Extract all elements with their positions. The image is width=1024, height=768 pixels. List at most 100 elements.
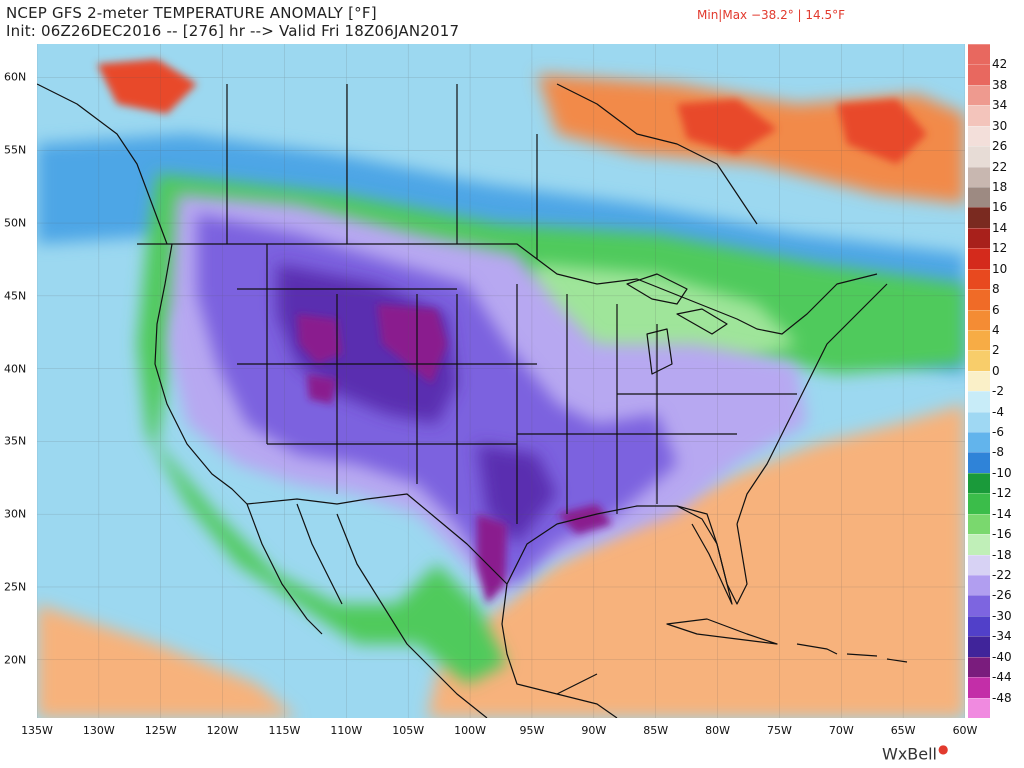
map-title: NCEP GFS 2-meter TEMPERATURE ANOMALY [°F… <box>6 4 377 22</box>
central-america <box>556 693 618 718</box>
colorbar-tick-label: 10 <box>992 261 1008 276</box>
colorbar-cell <box>968 64 990 85</box>
colorbar-cell <box>968 513 990 535</box>
colorbar-cell <box>968 656 990 678</box>
colorbar-tick-label: -18 <box>992 547 1012 562</box>
near-normal-green-band <box>137 174 965 684</box>
latitude-label: 60N <box>4 70 27 84</box>
longitude-label: 85W <box>643 724 669 737</box>
latitude-label: 50N <box>4 216 27 230</box>
colorbar-cell <box>968 268 990 290</box>
colorbar-legend <box>968 44 990 718</box>
colorbar-tick-label: 8 <box>992 282 1000 297</box>
latitude-label: 35N <box>4 434 27 448</box>
colorbar-tick-label: -12 <box>992 486 1012 501</box>
hot-canada-core <box>677 99 927 164</box>
brand-dot-icon: ● <box>938 742 949 756</box>
colorbar-tick-label: -14 <box>992 506 1012 521</box>
colorbar-cell <box>968 105 990 126</box>
colorbar-tick-label: -44 <box>992 670 1012 685</box>
longitude-label: 135W <box>21 724 53 737</box>
colorbar-cell <box>968 534 990 555</box>
cuba <box>666 618 778 645</box>
latitude-label: 45N <box>4 289 27 303</box>
colorbar-cell <box>968 350 990 371</box>
mexico-gulf-coast <box>501 583 598 695</box>
latitude-label: 55N <box>4 143 27 157</box>
colorbar-cell <box>968 166 990 187</box>
longitude-label: 110W <box>330 724 363 737</box>
colorbar-tick-label: -6 <box>992 425 1004 440</box>
longitude-label: 65W <box>890 724 916 737</box>
longitude-label: 120W <box>206 724 239 737</box>
longitude-label: 105W <box>392 724 425 737</box>
colorbar-tick-label: -22 <box>992 568 1012 583</box>
colorbar-tick-label: 6 <box>992 302 1000 317</box>
longitude-label: 100W <box>454 724 486 737</box>
colorbar-tick-label: -2 <box>992 384 1004 399</box>
warm-atlantic-gulf-region <box>427 404 965 718</box>
map-subtitle: Init: 06Z26DEC2016 -- [276] hr --> Valid… <box>6 22 460 40</box>
colorbar-cell <box>968 391 990 412</box>
longitude-label: 130W <box>82 724 115 737</box>
colorbar-cell <box>968 472 990 494</box>
colorbar-tick-label: 2 <box>992 343 1000 358</box>
colorbar-cell <box>968 289 990 310</box>
great-lakes <box>626 273 728 375</box>
warm-alaska-region <box>97 59 197 114</box>
atlantic-coast <box>736 283 888 525</box>
us-mexico-border <box>246 493 508 585</box>
extreme-cold-core <box>297 304 612 604</box>
colorbar-tick-label: 16 <box>992 200 1008 215</box>
longitude-label: 125W <box>144 724 177 737</box>
longitude-label: 60W <box>952 724 978 737</box>
colorbar-tick-label: 42 <box>992 57 1008 72</box>
latitude-label: 30N <box>4 507 27 521</box>
colorbar-tick-label: 38 <box>992 77 1008 92</box>
colorbar-cell <box>968 125 990 147</box>
colorbar-tick-label: 18 <box>992 179 1008 194</box>
colorbar-cell <box>968 309 990 330</box>
longitude-label: 90W <box>581 724 607 737</box>
colorbar-cell <box>968 186 990 208</box>
florida-peninsula <box>676 505 733 605</box>
latitude-label: 40N <box>4 362 27 376</box>
colorbar-tick-label: -26 <box>992 588 1012 603</box>
graticule-lines <box>37 44 965 718</box>
latitude-label: 20N <box>4 653 27 667</box>
colorbar-tick-label: 34 <box>992 98 1008 113</box>
colorbar-cell <box>968 207 990 228</box>
latitude-label: 25N <box>4 580 27 594</box>
colorbar-cell <box>968 84 990 106</box>
colorbar-cell <box>968 227 990 249</box>
colorbar-labels: 42 38 34 30 26 22 18 16 14 12 10 8 6 4 2 0 -2 -4 -6 -8 -10 -1… <box>990 44 1024 718</box>
colorbar-tick-label: -4 <box>992 404 1004 419</box>
longitude-label: 115W <box>268 724 301 737</box>
colorbar-cell <box>968 575 990 596</box>
colorbar-tick-label: -40 <box>992 649 1012 664</box>
colorbar-tick-label: 12 <box>992 241 1008 256</box>
colorbar-cell <box>968 493 990 514</box>
hudson-bay-coast <box>556 83 758 225</box>
longitude-label: 95W <box>519 724 545 737</box>
mexico-west-coast <box>336 513 488 718</box>
colorbar-cell <box>968 248 990 269</box>
colorbar-cell <box>968 452 990 473</box>
colorbar-tick-label: -16 <box>992 527 1012 542</box>
colorbar-tick-label: -10 <box>992 465 1012 480</box>
colorbar-cell <box>968 44 990 65</box>
colorbar-tick-label: 30 <box>992 118 1008 133</box>
colorbar-cell <box>968 411 990 433</box>
warm-pacific-south-region <box>37 604 297 718</box>
gulf-coast <box>506 505 748 605</box>
colorbar-cell <box>968 329 990 351</box>
canadian-province-borders <box>226 84 538 259</box>
us-canada-border <box>137 243 878 335</box>
colorbar-tick-label: -34 <box>992 629 1012 644</box>
colorbar-cell <box>968 595 990 616</box>
longitude-label: 70W <box>828 724 854 737</box>
colorbar-cell <box>968 432 990 453</box>
colorbar-tick-label: 4 <box>992 322 1000 337</box>
colorbar-tick-label: -48 <box>992 690 1012 705</box>
colorbar-cell <box>968 554 990 576</box>
